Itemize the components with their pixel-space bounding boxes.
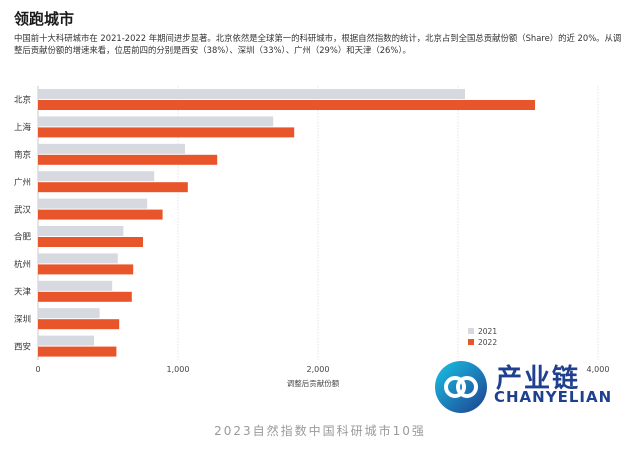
bar-2022 [38,319,120,330]
category-label: 北京 [14,95,31,106]
category-label: 合肥 [14,232,32,243]
category-label: 广州 [14,177,31,188]
x-tick-label: 4,000 [587,365,610,374]
bar-2021 [38,226,124,236]
x-tick-label: 1,000 [167,365,190,374]
bar-2022 [38,237,143,247]
bar-2022 [38,291,132,302]
bar-2021 [38,308,100,319]
bar-2021 [38,335,94,346]
footer-caption: 2023自然指数中国科研城市10强 [214,424,426,438]
chart-title: 领跑城市 [14,10,75,28]
legend-label-2022: 2022 [478,338,497,347]
category-label: 杭州 [14,259,31,270]
category-label: 上海 [14,122,32,133]
bar-2022 [38,127,295,138]
category-label: 天津 [14,287,32,298]
chanyelian-logo: 产业链 CHANYELIAN [434,358,624,414]
bar-2021 [38,143,185,154]
bar-2021 [38,198,148,209]
bar-2021 [38,171,155,182]
x-tick-label: 2,000 [307,365,330,374]
bar-2022 [38,154,218,165]
chart-description: 中国前十大科研城市在 2021-2022 年期间进步显著。北京依然是全球第一的科… [14,33,622,55]
chain-link-icon [435,361,487,413]
bar-2022 [38,182,188,193]
bar-2021 [38,280,113,291]
bar-2022 [38,264,134,275]
category-label: 西安 [14,341,31,352]
bar-2021 [38,116,274,127]
bar-2021 [38,89,465,99]
bar-2021 [38,253,118,264]
x-tick-label: 0 [35,365,40,374]
category-label: 武汉 [14,204,32,215]
legend-label-2021: 2021 [478,327,497,336]
bar-2022 [38,209,163,220]
logo-text-cn: 产业链 [496,364,581,394]
category-label: 南京 [14,150,31,161]
category-label: 深圳 [14,314,31,325]
bar-2022 [38,346,117,357]
x-axis-label: 调整后贡献份额 [287,378,340,388]
legend-swatch-2021 [468,328,474,334]
legend-swatch-2022 [468,339,474,345]
bar-2022 [38,100,535,110]
logo-text-en: CHANYELIAN [494,388,613,406]
